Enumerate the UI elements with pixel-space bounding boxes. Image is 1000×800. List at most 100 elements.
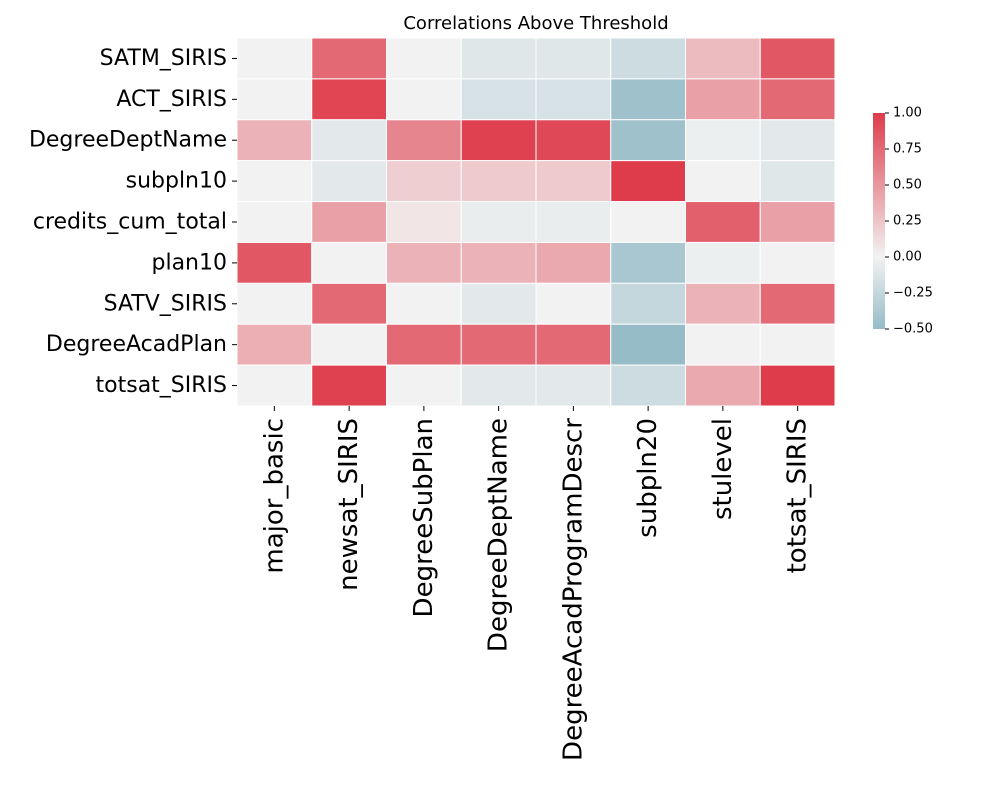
heatmap-cell xyxy=(386,323,462,366)
heatmap-cell xyxy=(460,37,537,80)
heatmap-cell xyxy=(610,282,686,325)
heatmap-cell xyxy=(685,323,761,366)
heatmap-cell xyxy=(610,201,686,243)
heatmap-cell xyxy=(311,201,387,243)
heatmap-cell xyxy=(460,364,537,407)
y-axis: SATM_SIRIS ACT_SIRIS DegreeDeptName subpln1… xyxy=(29,46,237,398)
heatmap-cell xyxy=(386,282,462,325)
heatmap-cell xyxy=(759,160,836,203)
heatmap-cell xyxy=(311,282,387,325)
x-tick-label: DegreeDeptName xyxy=(484,418,514,652)
heatmap-cell xyxy=(460,201,537,243)
heatmap-cell xyxy=(610,119,686,162)
heatmap-cell xyxy=(610,78,686,121)
heatmap-cell xyxy=(311,37,387,80)
heatmap-cell xyxy=(759,78,836,121)
colorbar-tick-label: 0.50 xyxy=(893,178,922,193)
heatmap-cell xyxy=(460,160,537,203)
chart-title: Correlations Above Threshold xyxy=(403,13,668,34)
heatmap-cell xyxy=(685,241,761,284)
heatmap-cell xyxy=(759,323,836,366)
colorbar-tick-label: −0.50 xyxy=(893,322,933,337)
heatmap-cell xyxy=(460,78,537,121)
x-tick-label: newsat_SIRIS xyxy=(334,418,364,591)
heatmap-cell xyxy=(759,119,836,162)
y-tick-label: SATV_SIRIS xyxy=(104,291,227,316)
heatmap-cell xyxy=(311,323,387,366)
y-tick-label: plan10 xyxy=(152,250,228,275)
heatmap-cell xyxy=(236,119,313,162)
heatmap-cell xyxy=(535,119,612,162)
colorbar-tick-label: 0.00 xyxy=(893,250,922,265)
heatmap-cell xyxy=(535,37,612,80)
x-tick-label: DegreeSubPlan xyxy=(409,418,439,617)
heatmap-cell xyxy=(311,364,387,407)
heatmap-cell xyxy=(685,119,761,162)
heatmap-cell xyxy=(386,37,462,80)
heatmap-cell xyxy=(236,364,313,407)
heatmap-cell xyxy=(236,78,313,121)
heatmap-cell xyxy=(311,78,387,121)
heatmap-cell xyxy=(535,323,612,366)
heatmap-cell xyxy=(610,160,686,203)
heatmap-cell xyxy=(759,201,836,243)
heatmap-cell xyxy=(386,364,462,407)
y-tick-label: credits_cum_total xyxy=(33,210,227,235)
heatmap-cells xyxy=(236,37,836,407)
heatmap-cell xyxy=(386,119,462,162)
heatmap-cell xyxy=(685,78,761,121)
heatmap-cell xyxy=(759,37,836,80)
colorbar-gradient xyxy=(873,113,885,329)
colorbar-tick-label: −0.25 xyxy=(893,286,933,301)
heatmap-cell xyxy=(759,282,836,325)
heatmap-cell xyxy=(610,37,686,80)
heatmap-cell xyxy=(535,78,612,121)
heatmap-cell xyxy=(610,323,686,366)
y-tick-label: DegreeAcadPlan xyxy=(46,332,227,357)
x-axis: major_basic newsat_SIRIS DegreeSubPlan Degr… xyxy=(259,406,813,761)
heatmap-cell xyxy=(236,160,313,203)
heatmap-cell xyxy=(759,364,836,407)
colorbar-tick-label: 1.00 xyxy=(893,106,922,121)
x-tick-label: major_basic xyxy=(259,418,289,574)
heatmap-cell xyxy=(236,201,313,243)
heatmap-cell xyxy=(386,201,462,243)
heatmap-cell xyxy=(535,160,612,203)
y-tick-label: totsat_SIRIS xyxy=(96,373,227,398)
colorbar-tick-label: 0.75 xyxy=(893,142,922,157)
heatmap-cell xyxy=(535,364,612,407)
heatmap-cell xyxy=(535,241,612,284)
x-tick-label: stulevel xyxy=(708,418,738,520)
y-tick-label: ACT_SIRIS xyxy=(116,87,227,112)
heatmap-cell xyxy=(311,241,387,284)
y-tick-label: subpln10 xyxy=(126,169,227,194)
heatmap-cell xyxy=(685,201,761,243)
colorbar: 1.00 0.75 0.50 0.25 0.00 −0.25 −0.50 xyxy=(873,106,933,337)
heatmap-cell xyxy=(460,323,537,366)
x-tick-label: DegreeAcadProgramDescr xyxy=(558,418,588,761)
heatmap-cell xyxy=(386,241,462,284)
colorbar-tick-label: 0.25 xyxy=(893,214,922,229)
heatmap-cell xyxy=(759,241,836,284)
heatmap-cell xyxy=(460,282,537,325)
heatmap-cell xyxy=(386,78,462,121)
heatmap-cell xyxy=(685,37,761,80)
heatmap-cell xyxy=(460,119,537,162)
heatmap-cell xyxy=(535,201,612,243)
heatmap-cell xyxy=(236,323,313,366)
heatmap-cell xyxy=(460,241,537,284)
heatmap-cell xyxy=(236,282,313,325)
heatmap-cell xyxy=(610,364,686,407)
y-tick-label: SATM_SIRIS xyxy=(100,46,227,71)
heatmap-cell xyxy=(386,160,462,203)
heatmap-cell xyxy=(685,282,761,325)
heatmap-cell xyxy=(610,241,686,284)
heatmap-cell xyxy=(685,160,761,203)
heatmap-cell xyxy=(685,364,761,407)
heatmap-cell xyxy=(236,241,313,284)
y-tick-label: DegreeDeptName xyxy=(29,128,227,153)
heatmap-cell xyxy=(311,160,387,203)
heatmap-cell xyxy=(311,119,387,162)
heatmap-cell xyxy=(535,282,612,325)
